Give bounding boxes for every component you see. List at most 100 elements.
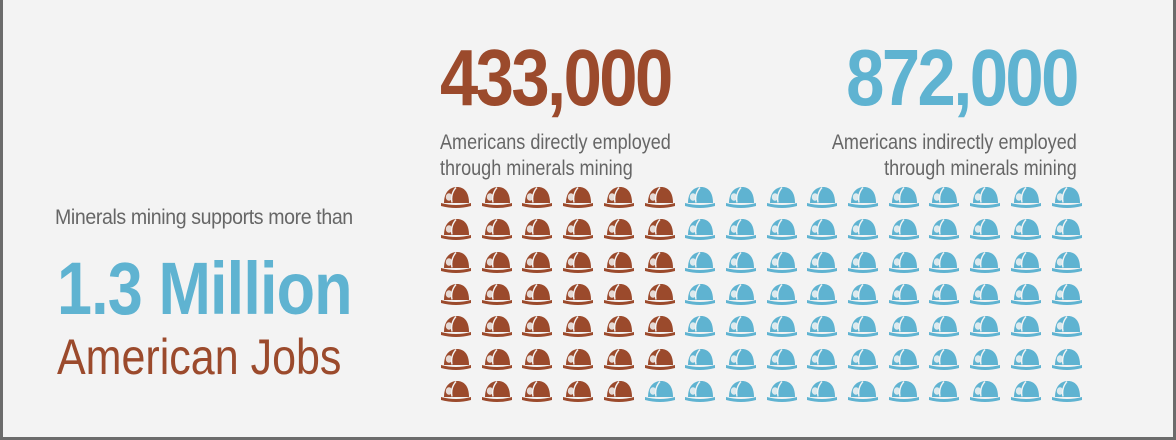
- direct-helmet-icon: [603, 380, 634, 402]
- indirect-employment-value: 872,000: [846, 33, 1079, 122]
- indirect-helmet-icon: [685, 380, 716, 402]
- direct-helmet-icon: [563, 251, 594, 273]
- direct-helmet-icon: [563, 219, 594, 241]
- indirect-helmet-icon: [807, 348, 838, 370]
- direct-helmet-icon: [481, 283, 512, 305]
- indirect-helmet-icon: [725, 283, 756, 305]
- indirect-helmet-icon: [1010, 316, 1041, 338]
- indirect-helmet-icon: [766, 219, 797, 241]
- indirect-helmet-icon: [888, 187, 919, 208]
- indirect-helmet-icon: [725, 187, 756, 208]
- direct-helmet-icon: [644, 219, 675, 241]
- indirect-helmet-icon: [929, 251, 960, 273]
- direct-helmet-icon: [441, 316, 471, 338]
- direct-helmet-icon: [441, 187, 471, 208]
- indirect-helmet-icon: [929, 187, 960, 208]
- indirect-helmet-icon: [1010, 348, 1041, 370]
- direct-helmet-icon: [481, 251, 512, 273]
- indirect-helmet-icon: [1010, 380, 1041, 402]
- direct-helmet-icon: [522, 251, 553, 273]
- indirect-helmet-icon: [807, 187, 838, 208]
- direct-helmet-icon: [603, 251, 634, 273]
- indirect-description-line-2: through minerals mining: [884, 157, 1077, 180]
- indirect-helmet-icon: [644, 380, 675, 402]
- indirect-helmet-icon: [929, 219, 960, 241]
- indirect-helmet-icon: [725, 380, 756, 402]
- direct-helmet-icon: [644, 251, 675, 273]
- indirect-helmet-icon: [848, 283, 878, 305]
- indirect-helmet-icon: [685, 348, 716, 370]
- indirect-helmet-icon: [1010, 187, 1041, 208]
- direct-employment-description: Americans directly employed through mine…: [440, 130, 671, 182]
- indirect-helmet-icon: [970, 251, 1001, 273]
- direct-employment-value: 433,000: [440, 33, 673, 122]
- indirect-helmet-icon: [970, 348, 1001, 370]
- direct-helmet-icon: [522, 348, 553, 370]
- indirect-helmet-icon: [848, 316, 878, 338]
- indirect-helmet-icon: [888, 316, 919, 338]
- indirect-helmet-icon: [970, 187, 1001, 208]
- total-jobs-label: American Jobs: [57, 329, 342, 385]
- direct-helmet-icon: [441, 380, 471, 402]
- indirect-helmet-icon: [1010, 283, 1041, 305]
- indirect-helmet-icon: [888, 380, 919, 402]
- indirect-helmet-icon: [685, 283, 716, 305]
- indirect-helmet-icon: [929, 316, 960, 338]
- indirect-helmet-icon: [766, 316, 797, 338]
- indirect-helmet-icon: [970, 380, 1001, 402]
- direct-helmet-icon: [563, 348, 594, 370]
- direct-helmet-icon: [481, 187, 512, 208]
- indirect-helmet-icon: [685, 251, 716, 273]
- indirect-helmet-icon: [929, 348, 960, 370]
- direct-helmet-icon: [603, 348, 634, 370]
- intro-text: Minerals mining supports more than: [55, 206, 353, 229]
- indirect-helmet-icon: [1051, 316, 1082, 338]
- direct-helmet-icon: [603, 219, 634, 241]
- direct-helmet-icon: [441, 348, 471, 370]
- direct-helmet-icon: [441, 283, 471, 305]
- direct-helmet-icon: [441, 251, 471, 273]
- indirect-description-line-1: Americans indirectly employed: [832, 131, 1077, 154]
- indirect-helmet-icon: [685, 187, 716, 208]
- direct-helmet-icon: [481, 348, 512, 370]
- direct-helmet-icon: [563, 380, 594, 402]
- direct-helmet-icon: [603, 316, 634, 338]
- indirect-helmet-icon: [970, 283, 1001, 305]
- indirect-helmet-icon: [1051, 380, 1082, 402]
- indirect-helmet-icon: [848, 187, 878, 208]
- direct-helmet-icon: [522, 380, 553, 402]
- indirect-helmet-icon: [766, 187, 797, 208]
- indirect-helmet-icon: [807, 251, 838, 273]
- indirect-helmet-icon: [685, 316, 716, 338]
- direct-helmet-icon: [644, 316, 675, 338]
- indirect-helmet-icon: [888, 219, 919, 241]
- indirect-helmet-icon: [725, 219, 756, 241]
- indirect-helmet-icon: [970, 316, 1001, 338]
- indirect-helmet-icon: [685, 219, 716, 241]
- indirect-helmet-icon: [807, 316, 838, 338]
- indirect-helmet-icon: [929, 283, 960, 305]
- summary-block: Minerals mining supports more than 1.3 M…: [55, 206, 395, 385]
- indirect-helmet-icon: [1010, 219, 1041, 241]
- indirect-helmet-icon: [848, 251, 878, 273]
- indirect-helmet-icon: [766, 251, 797, 273]
- direct-description-line-2: through minerals mining: [440, 157, 633, 180]
- indirect-helmet-icon: [807, 219, 838, 241]
- indirect-employment-stat: 872,000 Americans indirectly employed th…: [792, 33, 1080, 182]
- direct-helmet-icon: [603, 283, 634, 305]
- indirect-helmet-icon: [1051, 219, 1082, 241]
- indirect-helmet-icon: [848, 348, 878, 370]
- direct-helmet-icon: [441, 219, 471, 241]
- indirect-helmet-icon: [766, 283, 797, 305]
- indirect-helmet-icon: [888, 348, 919, 370]
- infographic-panel: Minerals mining supports more than 1.3 M…: [3, 0, 1173, 437]
- indirect-helmet-icon: [725, 251, 756, 273]
- direct-helmet-icon: [522, 219, 553, 241]
- direct-helmet-icon: [563, 316, 594, 338]
- indirect-employment-description: Americans indirectly employed through mi…: [832, 130, 1077, 182]
- indirect-helmet-icon: [1010, 251, 1041, 273]
- indirect-helmet-icon: [1051, 348, 1082, 370]
- direct-helmet-icon: [603, 187, 634, 208]
- direct-helmet-icon: [522, 316, 553, 338]
- indirect-helmet-icon: [807, 283, 838, 305]
